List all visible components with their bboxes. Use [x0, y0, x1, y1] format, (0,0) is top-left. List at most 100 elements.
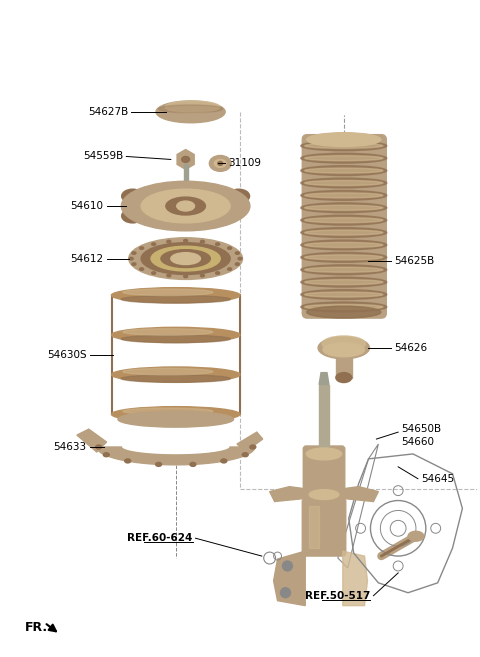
- Polygon shape: [177, 150, 194, 170]
- Ellipse shape: [306, 448, 342, 460]
- FancyBboxPatch shape: [302, 135, 386, 318]
- Ellipse shape: [123, 408, 213, 415]
- Ellipse shape: [301, 178, 387, 188]
- Ellipse shape: [111, 367, 240, 382]
- Ellipse shape: [221, 459, 227, 463]
- Ellipse shape: [123, 289, 213, 296]
- Ellipse shape: [307, 306, 381, 318]
- Ellipse shape: [156, 463, 162, 466]
- Ellipse shape: [301, 191, 387, 200]
- Text: 54627B: 54627B: [88, 107, 128, 117]
- Ellipse shape: [305, 242, 383, 248]
- Ellipse shape: [141, 242, 230, 275]
- Ellipse shape: [167, 275, 171, 277]
- Ellipse shape: [166, 197, 205, 215]
- Ellipse shape: [201, 275, 204, 277]
- Text: 54660: 54660: [401, 437, 434, 447]
- Ellipse shape: [301, 227, 387, 238]
- Ellipse shape: [301, 240, 387, 250]
- Ellipse shape: [214, 160, 226, 168]
- Ellipse shape: [201, 240, 204, 243]
- Ellipse shape: [132, 252, 136, 254]
- Bar: [184, 164, 188, 182]
- Ellipse shape: [209, 156, 231, 171]
- Text: 54610: 54610: [71, 201, 104, 211]
- Ellipse shape: [129, 238, 242, 279]
- Ellipse shape: [140, 247, 144, 250]
- Ellipse shape: [156, 101, 225, 123]
- Ellipse shape: [305, 143, 383, 148]
- Text: 54625B: 54625B: [394, 256, 434, 265]
- Text: 54645: 54645: [421, 474, 454, 484]
- Ellipse shape: [301, 166, 387, 175]
- Ellipse shape: [111, 327, 240, 342]
- Ellipse shape: [305, 304, 383, 309]
- Ellipse shape: [171, 253, 201, 265]
- Ellipse shape: [301, 153, 387, 163]
- Ellipse shape: [323, 343, 364, 357]
- Bar: [319, 384, 329, 449]
- Ellipse shape: [305, 255, 383, 260]
- Polygon shape: [343, 551, 368, 606]
- Polygon shape: [319, 373, 329, 384]
- Ellipse shape: [228, 247, 231, 250]
- Polygon shape: [237, 432, 263, 452]
- Ellipse shape: [177, 201, 194, 211]
- Ellipse shape: [96, 445, 102, 449]
- Ellipse shape: [305, 217, 383, 223]
- Ellipse shape: [152, 272, 156, 274]
- FancyBboxPatch shape: [303, 446, 345, 489]
- Ellipse shape: [216, 272, 219, 274]
- Ellipse shape: [132, 263, 136, 265]
- Ellipse shape: [152, 243, 156, 246]
- Ellipse shape: [309, 489, 339, 499]
- Ellipse shape: [182, 156, 190, 162]
- Ellipse shape: [305, 205, 383, 210]
- Circle shape: [283, 561, 292, 571]
- Ellipse shape: [301, 265, 387, 275]
- Circle shape: [280, 588, 290, 598]
- Ellipse shape: [111, 407, 240, 422]
- Ellipse shape: [184, 275, 188, 278]
- Text: 54650B: 54650B: [401, 424, 441, 434]
- Text: FR.: FR.: [24, 621, 48, 634]
- Ellipse shape: [336, 373, 352, 382]
- Ellipse shape: [307, 133, 381, 147]
- Ellipse shape: [305, 193, 383, 198]
- Ellipse shape: [151, 246, 220, 271]
- Ellipse shape: [190, 463, 196, 466]
- Ellipse shape: [166, 101, 220, 113]
- Ellipse shape: [250, 445, 256, 449]
- Ellipse shape: [228, 268, 231, 270]
- Ellipse shape: [301, 215, 387, 225]
- Text: REF.60-624: REF.60-624: [127, 533, 192, 543]
- Ellipse shape: [125, 459, 131, 463]
- Ellipse shape: [122, 189, 144, 203]
- Ellipse shape: [235, 263, 240, 265]
- Ellipse shape: [238, 258, 242, 260]
- Ellipse shape: [121, 296, 230, 303]
- Bar: [336, 356, 352, 378]
- Ellipse shape: [305, 168, 383, 173]
- Ellipse shape: [129, 258, 133, 260]
- Text: 54630S: 54630S: [47, 350, 87, 360]
- Ellipse shape: [242, 453, 248, 457]
- Polygon shape: [96, 447, 255, 464]
- Text: 54626: 54626: [394, 343, 427, 353]
- Ellipse shape: [305, 267, 383, 272]
- Text: REF.50-517: REF.50-517: [305, 591, 371, 600]
- Ellipse shape: [103, 453, 109, 457]
- Polygon shape: [270, 487, 378, 501]
- Ellipse shape: [121, 181, 250, 231]
- Ellipse shape: [305, 156, 383, 161]
- FancyBboxPatch shape: [302, 499, 346, 556]
- Text: 54559B: 54559B: [83, 152, 123, 162]
- Ellipse shape: [118, 411, 234, 427]
- Ellipse shape: [122, 209, 144, 223]
- Ellipse shape: [123, 369, 213, 375]
- Polygon shape: [274, 551, 305, 606]
- Ellipse shape: [301, 203, 387, 213]
- Ellipse shape: [111, 288, 240, 303]
- Ellipse shape: [301, 277, 387, 287]
- Ellipse shape: [301, 252, 387, 262]
